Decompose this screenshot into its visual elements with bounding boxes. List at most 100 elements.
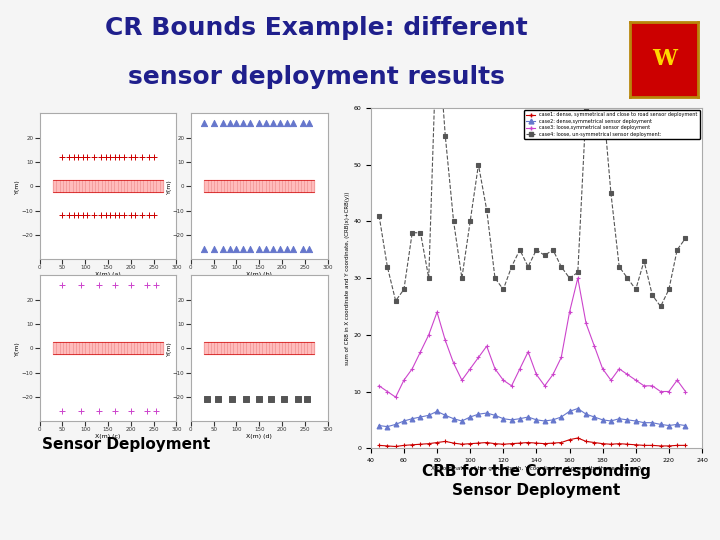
- Point: [199, 119, 210, 127]
- Point: [57, 281, 68, 289]
- Point: [57, 211, 68, 220]
- Point: [114, 153, 125, 161]
- Point: [279, 395, 290, 404]
- Point: [137, 211, 148, 220]
- Point: [224, 119, 235, 127]
- Point: [199, 245, 210, 254]
- Point: [281, 119, 292, 127]
- Point: [261, 245, 272, 254]
- Point: [95, 211, 107, 220]
- Point: [148, 153, 159, 161]
- Point: [150, 281, 162, 289]
- Point: [89, 211, 100, 220]
- Point: [77, 153, 89, 161]
- Point: [226, 395, 238, 404]
- Point: [217, 119, 228, 127]
- Point: [93, 281, 104, 289]
- Point: [238, 119, 249, 127]
- Point: [267, 119, 279, 127]
- Point: [104, 153, 116, 161]
- Point: [304, 119, 315, 127]
- X-axis label: X(m) (c): X(m) (c): [95, 434, 121, 439]
- Point: [118, 153, 130, 161]
- Point: [109, 211, 121, 220]
- Point: [63, 153, 75, 161]
- Point: [302, 395, 313, 404]
- Point: [240, 395, 251, 404]
- Point: [82, 153, 94, 161]
- Point: [125, 407, 137, 416]
- Point: [288, 119, 300, 127]
- Point: [253, 119, 265, 127]
- Point: [73, 153, 84, 161]
- Point: [244, 119, 256, 127]
- Point: [57, 153, 68, 161]
- Point: [75, 281, 86, 289]
- Point: [150, 407, 162, 416]
- Point: [68, 211, 80, 220]
- Point: [73, 211, 84, 220]
- Y-axis label: Y(m): Y(m): [15, 341, 20, 356]
- Text: Sensor Deployment: Sensor Deployment: [42, 437, 210, 453]
- Point: [304, 245, 315, 254]
- Text: CRB for the Corresponding
Sensor Deployment: CRB for the Corresponding Sensor Deploym…: [422, 464, 651, 498]
- Point: [114, 211, 125, 220]
- Point: [261, 119, 272, 127]
- Point: [89, 153, 100, 161]
- Point: [125, 281, 137, 289]
- Point: [130, 153, 141, 161]
- X-axis label: X(m) (d): X(m) (d): [246, 434, 272, 439]
- X-axis label: X(m) (b): X(m) (b): [246, 272, 272, 277]
- Y-axis label: Y(m): Y(m): [15, 179, 20, 194]
- Point: [125, 211, 137, 220]
- Point: [281, 245, 292, 254]
- Point: [297, 119, 308, 127]
- Point: [143, 153, 155, 161]
- Point: [148, 211, 159, 220]
- Point: [253, 395, 265, 404]
- Point: [141, 407, 153, 416]
- Point: [109, 407, 121, 416]
- Point: [93, 407, 104, 416]
- Point: [230, 119, 242, 127]
- Legend: case1: dense, symmetrical and close to road sensor deployment, case2: dense,symm: case1: dense, symmetrical and close to r…: [523, 111, 700, 139]
- Point: [292, 395, 304, 404]
- Point: [137, 153, 148, 161]
- Point: [224, 245, 235, 254]
- Point: [100, 211, 112, 220]
- X-axis label: X coordinates of the groundtruth, Y coordinates of groundtruth are always 0: X coordinates of the groundtruth, Y coor…: [431, 465, 642, 471]
- Point: [212, 395, 224, 404]
- Point: [297, 245, 308, 254]
- Y-axis label: Y(m): Y(m): [166, 341, 171, 356]
- Point: [57, 407, 68, 416]
- Point: [201, 395, 212, 404]
- Point: [274, 119, 286, 127]
- Point: [109, 281, 121, 289]
- Point: [118, 211, 130, 220]
- Point: [230, 245, 242, 254]
- Point: [267, 245, 279, 254]
- Point: [208, 119, 220, 127]
- Point: [208, 245, 220, 254]
- Point: [109, 153, 121, 161]
- Point: [238, 245, 249, 254]
- Point: [125, 153, 137, 161]
- Point: [244, 245, 256, 254]
- Point: [130, 211, 141, 220]
- Point: [141, 281, 153, 289]
- Y-axis label: Y(m): Y(m): [166, 179, 171, 194]
- Point: [217, 245, 228, 254]
- Point: [274, 245, 286, 254]
- Text: sensor deployment results: sensor deployment results: [128, 65, 505, 89]
- Point: [100, 153, 112, 161]
- Point: [75, 407, 86, 416]
- Point: [95, 153, 107, 161]
- Point: [63, 211, 75, 220]
- Point: [265, 395, 276, 404]
- Point: [288, 245, 300, 254]
- Point: [143, 211, 155, 220]
- Y-axis label: sum of CRB in X coordinate and Y coordinate, (CRB(x)+CRB(y)): sum of CRB in X coordinate and Y coordin…: [346, 191, 351, 365]
- Text: CR Bounds Example: different: CR Bounds Example: different: [105, 16, 528, 40]
- Point: [68, 153, 80, 161]
- Point: [253, 245, 265, 254]
